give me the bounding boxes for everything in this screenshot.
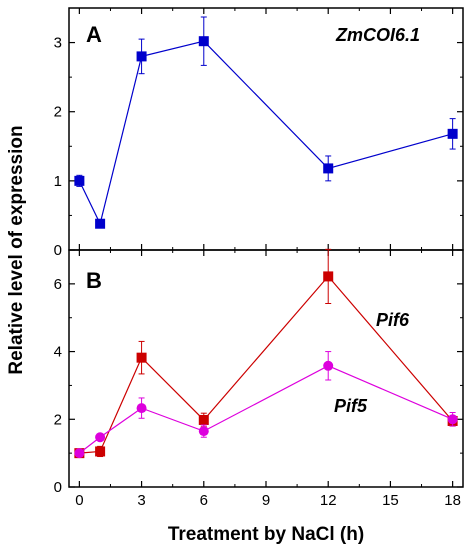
data-point-pif6 — [95, 446, 106, 457]
series-label-zmcoi61: ZmCOI6.1 — [335, 25, 420, 45]
data-point-zmcoi61 — [323, 163, 334, 174]
y-tick-label-b: 4 — [54, 344, 62, 361]
x-tick-label: 18 — [444, 492, 461, 509]
y-tick-label-a: 2 — [54, 104, 62, 121]
panel-a: 0 1 2 3 — [54, 8, 463, 259]
series-label-pif5: Pif5 — [334, 396, 368, 416]
x-axis-title: Treatment by NaCl (h) — [168, 524, 364, 545]
data-point-pif5 — [136, 403, 147, 414]
x-tick-label: 0 — [75, 492, 83, 509]
data-point-zmcoi61 — [136, 51, 147, 62]
x-tick-label: 9 — [262, 492, 270, 509]
data-point-pif5 — [198, 426, 209, 437]
data-point-zmcoi61 — [95, 218, 106, 229]
x-tick-label: 3 — [137, 492, 145, 509]
y-tick-label-b: 2 — [54, 411, 62, 428]
data-point-pif6 — [323, 271, 334, 282]
y-tick-label-b: 0 — [54, 479, 62, 496]
data-point-zmcoi61 — [447, 128, 458, 139]
data-point-pif5 — [447, 414, 458, 425]
series-line-zmcoi61 — [78, 40, 453, 226]
data-point-pif6 — [198, 414, 209, 425]
series-label-pif6: Pif6 — [376, 310, 410, 330]
data-point-pif5 — [95, 432, 106, 443]
series-line-pif5 — [79, 365, 453, 454]
y-axis-title: Relative level of expression — [6, 125, 27, 374]
panel-b-frame — [68, 249, 464, 488]
x-tick-label: 6 — [200, 492, 208, 509]
data-point-pif5 — [74, 448, 85, 459]
data-point-pif5 — [323, 360, 334, 371]
data-point-pif6 — [136, 352, 147, 363]
panel-b: 0 2 4 6 0 3 6 9 12 15 18 — [54, 248, 463, 509]
x-tick-label: 15 — [382, 492, 399, 509]
x-tick-label: 12 — [320, 492, 337, 509]
y-tick-label-a: 3 — [54, 35, 62, 52]
panel-b-letter: B — [86, 268, 102, 293]
panel-a-letter: A — [86, 22, 102, 47]
y-tick-label-b: 6 — [54, 276, 62, 293]
y-tick-label-a: 0 — [54, 242, 62, 259]
data-point-zmcoi61 — [74, 175, 85, 186]
data-point-zmcoi61 — [198, 36, 209, 47]
y-tick-label-a: 1 — [54, 173, 62, 190]
series-line-pif6 — [79, 275, 454, 454]
